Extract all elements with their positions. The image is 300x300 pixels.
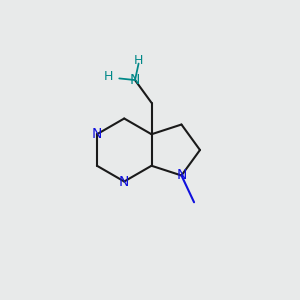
Text: N: N: [119, 175, 129, 188]
Text: N: N: [92, 127, 102, 141]
Text: N: N: [130, 73, 140, 87]
Text: H: H: [134, 54, 143, 67]
Text: N: N: [176, 169, 187, 182]
Text: H: H: [103, 70, 113, 83]
